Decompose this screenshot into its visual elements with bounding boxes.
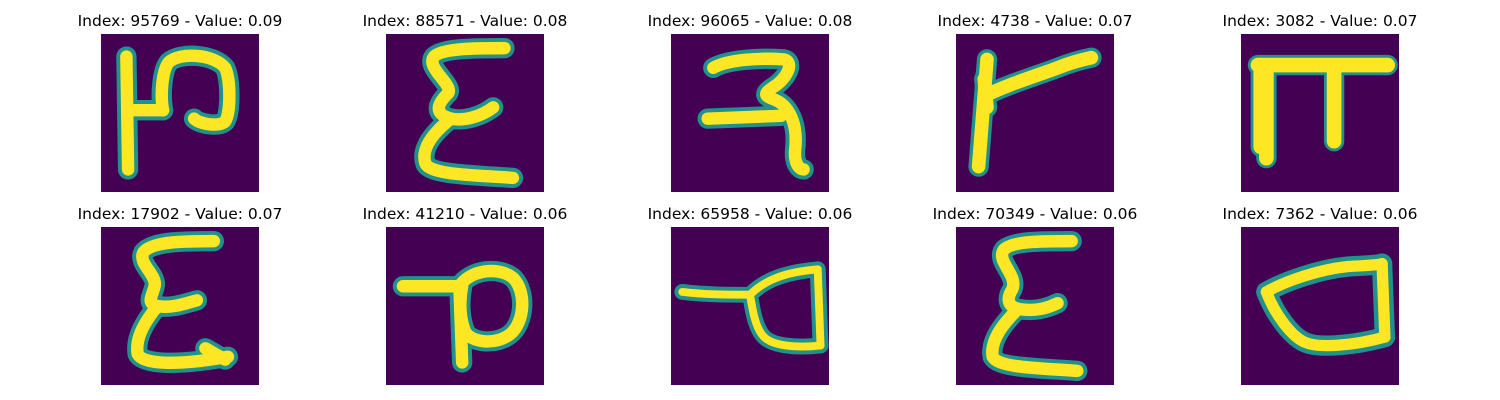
- image-panel: Index: 41210 - Value: 0.06: [356, 193, 656, 385]
- image-panel: Index: 96065 - Value: 0.08: [641, 0, 941, 192]
- panel-title: Index: 7362 - Value: 0.06: [1222, 205, 1418, 223]
- image-panel: Index: 65958 - Value: 0.06: [641, 193, 941, 385]
- panel-title: Index: 96065 - Value: 0.08: [647, 12, 853, 30]
- handwritten-glyph-65958: [671, 227, 829, 385]
- panel-title: Index: 95769 - Value: 0.09: [77, 12, 283, 30]
- handwritten-glyph-88571: [386, 34, 544, 192]
- handwritten-glyph-3082: [1241, 34, 1399, 192]
- handwritten-glyph-4738: [956, 34, 1114, 192]
- image-panel: Index: 17902 - Value: 0.07: [71, 193, 371, 385]
- handwritten-glyph-70349: [956, 227, 1114, 385]
- panel-title: Index: 65958 - Value: 0.06: [647, 205, 853, 223]
- handwritten-glyph-95769: [101, 34, 259, 192]
- image-panel: Index: 88571 - Value: 0.08: [356, 0, 656, 192]
- handwritten-glyph-41210: [386, 227, 544, 385]
- panel-title: Index: 88571 - Value: 0.08: [362, 12, 568, 30]
- panel-title: Index: 4738 - Value: 0.07: [937, 12, 1133, 30]
- image-panel: Index: 70349 - Value: 0.06: [926, 193, 1226, 385]
- handwritten-glyph-7362: [1241, 227, 1399, 385]
- image-panel: Index: 95769 - Value: 0.09: [71, 0, 371, 192]
- panel-title: Index: 41210 - Value: 0.06: [362, 205, 568, 223]
- panel-title: Index: 17902 - Value: 0.07: [77, 205, 283, 223]
- image-panel: Index: 7362 - Value: 0.06: [1211, 193, 1500, 385]
- handwritten-glyph-96065: [671, 34, 829, 192]
- panel-title: Index: 70349 - Value: 0.06: [932, 205, 1138, 223]
- handwritten-glyph-17902: [101, 227, 259, 385]
- image-panel: Index: 3082 - Value: 0.07: [1211, 0, 1500, 192]
- image-panel: Index: 4738 - Value: 0.07: [926, 0, 1226, 192]
- panel-title: Index: 3082 - Value: 0.07: [1222, 12, 1418, 30]
